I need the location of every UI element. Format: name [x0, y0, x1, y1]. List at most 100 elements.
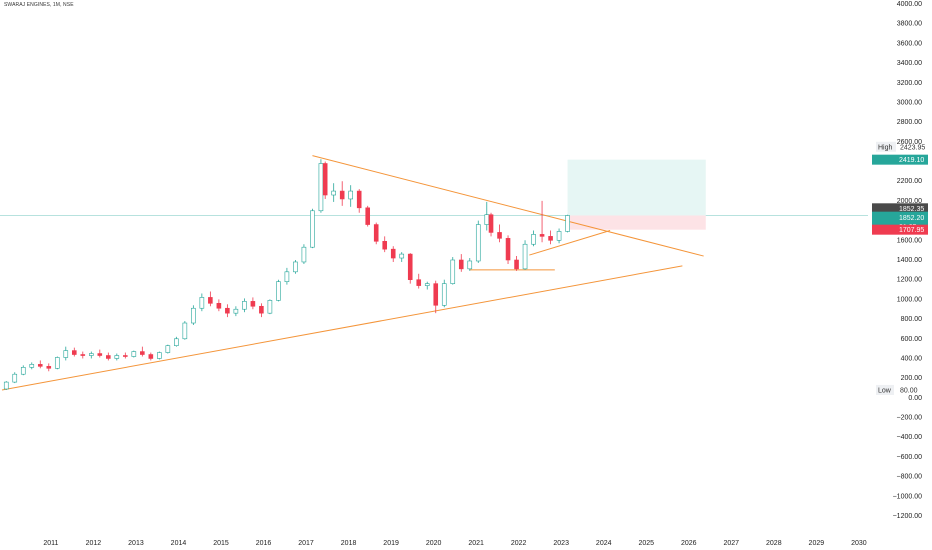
time-tick-label: 2021 — [468, 540, 484, 547]
time-axis[interactable]: 2011 2012 2013 2014 2015 2016 2017 2018 2019 2020… — [43, 540, 866, 547]
price-tick-label: 0.00 — [908, 395, 922, 402]
candle-body — [539, 234, 545, 237]
trendline-rising[interactable] — [529, 229, 611, 256]
candle-body — [148, 354, 154, 359]
candle-body — [475, 224, 481, 262]
price-tick-label: 3200.00 — [897, 80, 922, 87]
candle-body — [242, 301, 247, 310]
price-tick-label: 400.00 — [901, 355, 923, 362]
target-badge-bg — [872, 154, 928, 165]
low-caption-bg — [876, 384, 894, 395]
candle-body — [450, 259, 456, 284]
candle-body — [467, 260, 473, 270]
candle-body — [565, 215, 570, 232]
candle-body — [441, 283, 447, 306]
time-tick-label: 2016 — [256, 540, 272, 547]
candle-body — [484, 214, 490, 225]
candle-body — [416, 279, 422, 286]
candle-body — [54, 357, 60, 369]
candle-body — [37, 364, 43, 367]
time-tick-label: 2020 — [426, 540, 442, 547]
price-tick-label: 2200.00 — [897, 178, 922, 185]
candle-body — [182, 322, 188, 340]
candle-body — [522, 243, 528, 270]
high-value: 2423.95 — [900, 144, 925, 151]
candle-layer — [3, 159, 570, 390]
stop-value: 1707.95 — [899, 227, 924, 234]
candle-body — [106, 355, 111, 359]
price-tick-label: 4000.00 — [897, 1, 922, 8]
candle-body — [373, 224, 379, 242]
candle-body — [199, 297, 205, 309]
price-axis[interactable]: 4000.00 3800.00 3600.00 3400.00 3200.00 3000.… — [893, 1, 923, 520]
time-tick-label: 2029 — [809, 540, 825, 547]
candle-body — [488, 214, 494, 233]
candle-body — [514, 259, 519, 270]
candle-body — [29, 364, 35, 368]
target-zone — [567, 159, 706, 216]
time-tick-label: 2012 — [86, 540, 102, 547]
price-tick-label: −1200.00 — [893, 513, 922, 520]
candle-body — [114, 355, 120, 359]
price-tick-label: 3400.00 — [897, 60, 922, 67]
symbol-label: SWARAJ ENGINES, 1M, NSE — [4, 2, 74, 8]
last-price-value: 1852.20 — [899, 215, 924, 222]
time-tick-label: 2024 — [596, 540, 612, 547]
position-zones — [567, 159, 706, 230]
candle-body — [191, 307, 196, 324]
candle-body — [12, 373, 18, 383]
time-tick-label: 2025 — [638, 540, 654, 547]
low-value: 80.00 — [900, 387, 918, 394]
time-tick-label: 2017 — [298, 540, 314, 547]
candle-body — [348, 190, 353, 200]
candle-body — [318, 163, 324, 212]
candle-body — [157, 352, 162, 359]
candle-body — [548, 236, 553, 241]
current-price-bg — [872, 203, 928, 214]
candle-body — [259, 305, 264, 314]
candle-body — [123, 355, 128, 357]
price-tick-label: 1400.00 — [897, 257, 922, 264]
candle-body — [174, 338, 179, 346]
candle-body — [216, 303, 222, 309]
candle-body — [80, 354, 86, 356]
current-price-value: 1852.35 — [899, 206, 924, 213]
price-tick-label: −200.00 — [897, 415, 923, 422]
time-tick-label: 2011 — [43, 540, 58, 547]
price-tick-label: 1600.00 — [897, 237, 922, 244]
time-tick-label: 2030 — [851, 540, 867, 547]
price-tick-label: −600.00 — [897, 454, 923, 461]
candle-body — [556, 231, 562, 241]
candle-body — [339, 190, 345, 200]
candle-body — [250, 301, 256, 307]
candle-body — [301, 246, 307, 263]
trendline-lower[interactable] — [1, 265, 683, 391]
candle-body — [365, 207, 371, 225]
price-tick-label: 800.00 — [901, 316, 923, 323]
candle-body — [284, 271, 290, 282]
price-tick-label: 200.00 — [901, 375, 923, 382]
candle-body — [505, 238, 511, 261]
price-tick-label: 2600.00 — [897, 139, 922, 146]
candle-body — [267, 300, 273, 314]
low-caption: Low — [878, 387, 892, 394]
trendline-layer[interactable] — [1, 155, 704, 391]
candle-body — [131, 351, 137, 357]
candle-body — [331, 190, 336, 196]
time-tick-label: 2014 — [171, 540, 187, 547]
time-tick-label: 2028 — [766, 540, 782, 547]
price-tick-label: 2000.00 — [897, 198, 922, 205]
candle-body — [233, 308, 239, 314]
price-tick-label: 1200.00 — [897, 277, 922, 284]
candle-body — [390, 248, 396, 259]
trendline-upper[interactable] — [312, 155, 704, 257]
price-tick-label: −1000.00 — [893, 493, 922, 500]
candle-body — [293, 261, 298, 273]
time-tick-label: 2013 — [128, 540, 144, 547]
time-tick-label: 2023 — [553, 540, 569, 547]
candle-body — [399, 253, 405, 259]
candle-body — [208, 297, 213, 304]
time-tick-label: 2022 — [511, 540, 527, 547]
candle-body — [3, 381, 9, 390]
